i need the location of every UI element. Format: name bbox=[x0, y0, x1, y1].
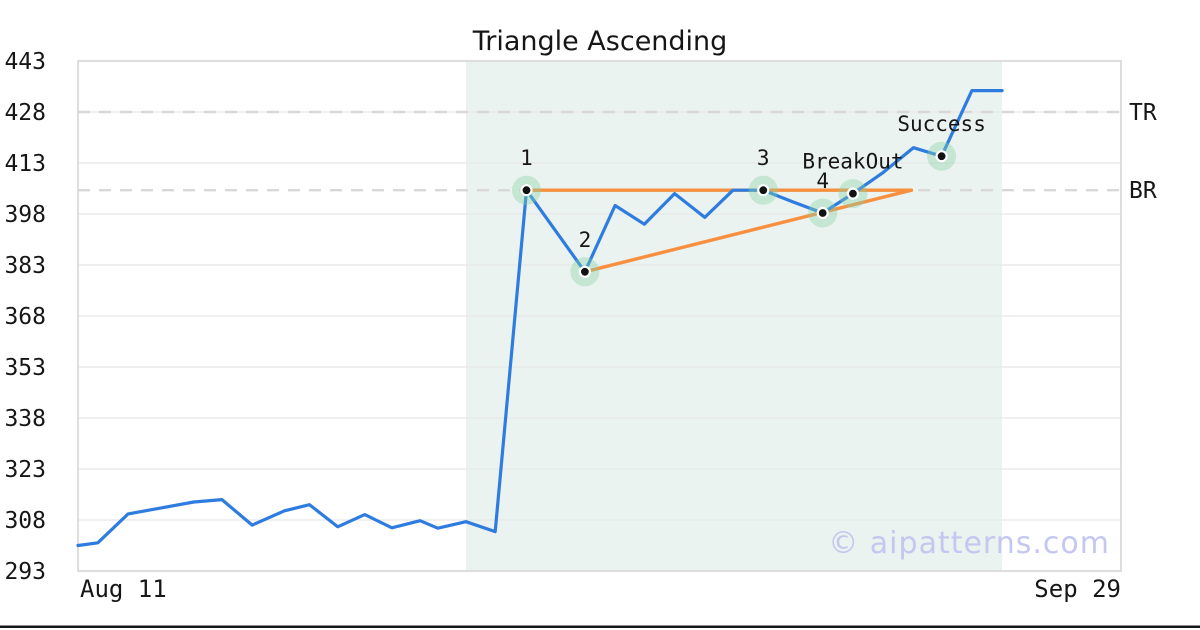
marker-dot bbox=[757, 184, 770, 197]
y-tick-label: 383 bbox=[4, 253, 46, 279]
trendline-layer bbox=[524, 188, 914, 274]
support-trendline bbox=[583, 188, 914, 274]
x-tick-label: Aug 11 bbox=[80, 575, 167, 603]
chart-title: Triangle Ascending bbox=[472, 26, 728, 57]
pattern-point-4: 4 bbox=[808, 169, 838, 228]
y-tick-label: 293 bbox=[4, 559, 46, 585]
x-tick-label: Sep 29 bbox=[1034, 575, 1121, 603]
y-tick-label: 308 bbox=[4, 508, 46, 534]
pattern-point-label: BreakOut bbox=[802, 150, 903, 174]
y-tick-label: 428 bbox=[4, 100, 46, 126]
pattern-point-label: 4 bbox=[816, 169, 829, 193]
marker-dot bbox=[816, 206, 829, 220]
pattern-point-breakout: BreakOut bbox=[802, 150, 904, 209]
br-level-label: BR bbox=[1129, 178, 1157, 204]
marker-dot bbox=[520, 184, 533, 197]
y-tick-label: 443 bbox=[4, 49, 46, 75]
level-lines-layer: TR BR bbox=[78, 100, 1157, 204]
pattern-point-label: 1 bbox=[520, 146, 533, 170]
y-tick-label: 398 bbox=[4, 202, 46, 228]
marker-dot bbox=[846, 187, 860, 200]
marker-dot bbox=[935, 150, 948, 163]
y-tick-label: 338 bbox=[4, 406, 46, 432]
pattern-point-2: 2 bbox=[570, 228, 600, 287]
y-tick-label: 353 bbox=[4, 355, 46, 381]
gridline-layer bbox=[77, 60, 1122, 572]
plot-border bbox=[77, 60, 1122, 572]
watermark: © aipatterns.com bbox=[828, 526, 1110, 561]
pattern-point-label: Success bbox=[897, 112, 986, 136]
y-tick-label: 413 bbox=[4, 151, 46, 177]
y-tick-label: 323 bbox=[4, 457, 46, 483]
tr-level-label: TR bbox=[1129, 100, 1157, 126]
pattern-point-3: 3 bbox=[748, 146, 778, 205]
bottom-rule bbox=[0, 625, 1200, 628]
pattern-point-label: 2 bbox=[579, 228, 592, 252]
y-tick-label: 368 bbox=[4, 304, 46, 330]
pattern-point-success: Success bbox=[897, 112, 986, 171]
pattern-point-label: 3 bbox=[757, 146, 770, 170]
marker-dot bbox=[578, 265, 591, 278]
pattern-point-1: 1 bbox=[511, 146, 541, 205]
